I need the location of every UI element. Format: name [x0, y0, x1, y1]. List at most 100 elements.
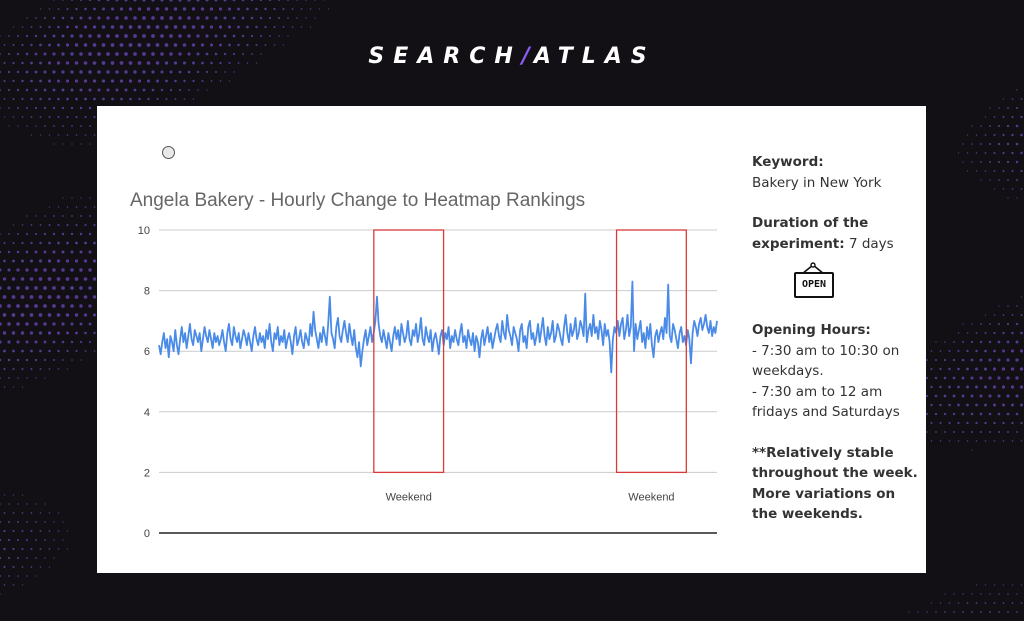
bg-dot — [214, 52, 218, 56]
bg-dot — [3, 98, 6, 100]
bg-dot — [39, 548, 42, 550]
bg-dot — [1002, 98, 1005, 100]
bg-dot — [21, 259, 24, 263]
bg-dot — [88, 16, 92, 20]
bg-dot — [0, 53, 1, 55]
bg-dot — [948, 421, 951, 425]
bg-dot — [156, 97, 159, 101]
bg-dot — [57, 206, 60, 208]
bg-dot — [52, 322, 56, 326]
bg-dot — [119, 79, 124, 83]
bg-dot — [993, 188, 996, 190]
bg-dot — [1020, 188, 1023, 190]
bg-dot — [948, 602, 951, 604]
bg-dot — [1020, 421, 1023, 425]
bg-dot — [223, 0, 227, 2]
bg-dot — [12, 26, 15, 28]
bg-dot — [39, 566, 42, 568]
bg-dot — [52, 340, 56, 344]
bg-dot — [980, 593, 982, 595]
bg-dot — [998, 431, 1000, 433]
bg-dot — [83, 79, 88, 83]
bg-dot — [0, 233, 1, 235]
bg-dot — [196, 52, 200, 56]
bg-dot — [205, 70, 209, 74]
bg-dot — [146, 25, 151, 29]
bg-dot — [133, 34, 137, 38]
bg-dot — [35, 575, 37, 577]
bg-dot — [989, 161, 991, 163]
bg-dot — [191, 25, 196, 29]
bg-dot — [939, 350, 942, 352]
bg-dot — [26, 125, 28, 127]
bg-dot — [79, 232, 83, 236]
bg-dot — [56, 331, 61, 335]
bg-dot — [223, 16, 227, 20]
bg-dot — [939, 440, 942, 442]
bg-dot — [948, 350, 951, 352]
bg-dot — [187, 0, 191, 2]
bg-dot — [3, 584, 6, 586]
bg-dot — [169, 70, 173, 74]
bg-dot — [62, 521, 64, 523]
y-tick-label: 4 — [144, 407, 150, 419]
bg-dot — [237, 43, 240, 47]
bg-dot — [71, 143, 73, 145]
bg-dot — [988, 340, 992, 344]
bg-dot — [25, 340, 29, 344]
bg-dot — [0, 268, 2, 272]
bg-dot — [228, 25, 231, 29]
bg-dot — [12, 529, 15, 533]
bg-dot — [975, 403, 978, 407]
bg-dot — [1006, 340, 1010, 344]
bg-dot — [75, 25, 78, 29]
bg-dot — [43, 268, 47, 272]
bg-dot — [255, 25, 258, 29]
bg-dot — [61, 232, 65, 236]
bg-dot — [29, 313, 34, 317]
bg-dot — [1001, 367, 1006, 371]
hours-label: Opening Hours: — [752, 322, 871, 338]
bg-dot — [943, 358, 947, 362]
bg-dot — [178, 0, 182, 2]
bg-dot — [259, 16, 263, 20]
bg-dot — [79, 16, 83, 20]
bg-dot — [70, 16, 74, 20]
bg-dot — [935, 341, 937, 343]
bg-dot — [7, 538, 11, 542]
bg-dot — [935, 611, 937, 613]
bg-dot — [57, 97, 60, 101]
bg-dot — [21, 386, 24, 388]
bg-dot — [210, 80, 213, 82]
bg-dot — [3, 242, 6, 244]
bg-dot — [56, 79, 61, 83]
bg-dot — [997, 412, 1001, 416]
bg-dot — [1002, 403, 1005, 407]
bg-dot — [1016, 305, 1018, 307]
bg-dot — [70, 340, 74, 344]
bg-dot — [165, 98, 168, 100]
bg-dot — [944, 431, 946, 433]
bg-dot — [975, 134, 978, 136]
bg-dot — [273, 25, 276, 29]
bg-dot — [128, 79, 133, 83]
bg-dot — [250, 0, 254, 2]
bg-dot — [52, 250, 56, 254]
bg-dot — [38, 313, 43, 317]
bg-dot — [971, 611, 973, 613]
radio-button-icon[interactable] — [162, 146, 175, 159]
bg-dot — [124, 34, 128, 38]
bg-dot — [930, 602, 933, 604]
bg-dot — [232, 0, 236, 2]
bg-dot — [25, 70, 29, 74]
bg-dot — [57, 512, 60, 514]
bg-dot — [66, 97, 69, 101]
bg-dot — [992, 367, 997, 371]
bg-dot — [191, 7, 196, 11]
bg-dot — [142, 16, 146, 20]
bg-dot — [43, 340, 47, 344]
bg-dot — [1006, 124, 1010, 128]
bg-dot — [3, 116, 6, 118]
bg-dot — [74, 259, 79, 263]
bg-dot — [1015, 106, 1019, 110]
